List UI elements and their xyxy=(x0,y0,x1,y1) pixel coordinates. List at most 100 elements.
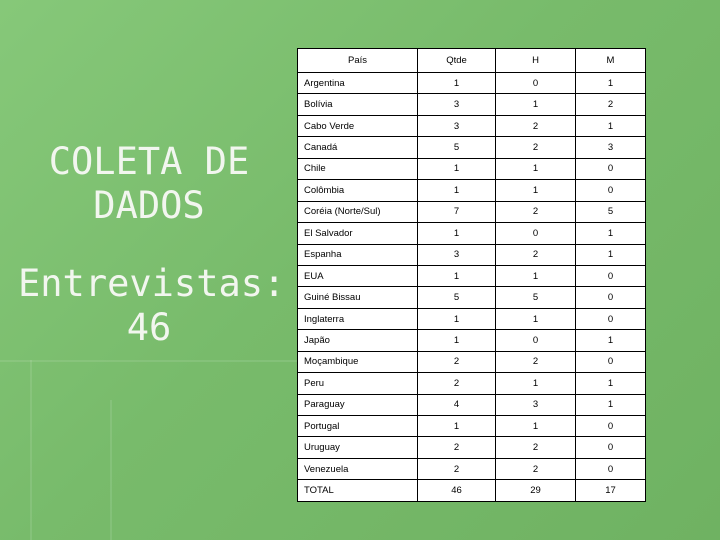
cell-qtde: 4 xyxy=(417,393,496,417)
cell-country: El Salvador xyxy=(297,222,418,245)
cell-country: Peru xyxy=(297,372,418,395)
cell-qtde: 1 xyxy=(417,307,496,331)
cell-qtde: 2 xyxy=(417,457,496,481)
column-header-m: M xyxy=(575,48,646,73)
table-row: Inglaterra 1 1 0 xyxy=(297,307,646,331)
column-header-qtde: Qtde xyxy=(417,48,496,73)
cell-country: Chile xyxy=(297,157,418,181)
column-header-h: H xyxy=(495,48,576,73)
cell-m: 0 xyxy=(575,179,646,202)
column-header-country: País xyxy=(297,48,418,73)
cell-country: Coréia (Norte/Sul) xyxy=(297,200,418,224)
cell-country: TOTAL xyxy=(297,479,418,502)
cell-qtde: 2 xyxy=(417,372,496,395)
cell-qtde: 3 xyxy=(417,114,496,138)
cell-h: 1 xyxy=(495,307,576,331)
cell-country: Espanha xyxy=(297,243,418,266)
cell-country: Inglaterra xyxy=(297,307,418,331)
cell-qtde: 2 xyxy=(417,436,496,459)
slide-subtitle: Entrevistas: 46 xyxy=(18,262,286,349)
cell-country: Japão xyxy=(297,329,418,352)
cell-qtde: 1 xyxy=(417,414,496,438)
cell-h: 1 xyxy=(495,179,576,202)
cell-h: 29 xyxy=(495,479,576,502)
table-header-row: País Qtde H M xyxy=(297,48,646,73)
decorative-stripe xyxy=(110,400,112,540)
cell-country: Canadá xyxy=(297,136,418,159)
cell-h: 1 xyxy=(495,93,576,116)
cell-h: 2 xyxy=(495,457,576,481)
cell-qtde: 3 xyxy=(417,93,496,116)
cell-m: 1 xyxy=(575,372,646,395)
cell-h: 2 xyxy=(495,350,576,374)
cell-qtde: 1 xyxy=(417,222,496,245)
cell-m: 1 xyxy=(575,114,646,138)
table-row: Portugal 1 1 0 xyxy=(297,414,646,438)
cell-country: Argentina xyxy=(297,71,418,95)
table-row: Japão 1 0 1 xyxy=(297,329,646,352)
table-row: Argentina 1 0 1 xyxy=(297,71,646,95)
cell-h: 1 xyxy=(495,414,576,438)
table-row: Coréia (Norte/Sul) 7 2 5 xyxy=(297,200,646,224)
cell-h: 0 xyxy=(495,71,576,95)
cell-qtde: 1 xyxy=(417,329,496,352)
cell-m: 0 xyxy=(575,157,646,181)
cell-m: 3 xyxy=(575,136,646,159)
cell-h: 0 xyxy=(495,329,576,352)
cell-country: EUA xyxy=(297,264,418,288)
cell-m: 1 xyxy=(575,329,646,352)
cell-qtde: 7 xyxy=(417,200,496,224)
cell-m: 1 xyxy=(575,243,646,266)
cell-qtde: 2 xyxy=(417,350,496,374)
decorative-stripe xyxy=(30,360,32,540)
cell-qtde: 5 xyxy=(417,286,496,309)
cell-m: 0 xyxy=(575,414,646,438)
table-row: Espanha 3 2 1 xyxy=(297,243,646,266)
cell-country: Paraguay xyxy=(297,393,418,417)
cell-qtde: 1 xyxy=(417,179,496,202)
cell-m: 2 xyxy=(575,93,646,116)
cell-country: Moçambique xyxy=(297,350,418,374)
cell-qtde: 3 xyxy=(417,243,496,266)
table-row: Canadá 5 2 3 xyxy=(297,136,646,159)
cell-m: 1 xyxy=(575,393,646,417)
table-row: Bolívia 3 1 2 xyxy=(297,93,646,116)
table-row: Cabo Verde 3 2 1 xyxy=(297,114,646,138)
cell-qtde: 46 xyxy=(417,479,496,502)
table-row: Venezuela 2 2 0 xyxy=(297,457,646,481)
table-row: EUA 1 1 0 xyxy=(297,264,646,288)
cell-qtde: 1 xyxy=(417,71,496,95)
cell-h: 1 xyxy=(495,264,576,288)
title-block: COLETA DE DADOS Entrevistas: 46 xyxy=(18,140,286,350)
cell-country: Cabo Verde xyxy=(297,114,418,138)
cell-country: Guiné Bissau xyxy=(297,286,418,309)
cell-m: 1 xyxy=(575,71,646,95)
cell-country: Bolívia xyxy=(297,93,418,116)
cell-country: Venezuela xyxy=(297,457,418,481)
cell-qtde: 1 xyxy=(417,157,496,181)
decorative-stripe xyxy=(0,360,300,362)
cell-h: 2 xyxy=(495,243,576,266)
table-row: Paraguay 4 3 1 xyxy=(297,393,646,417)
cell-m: 0 xyxy=(575,264,646,288)
cell-m: 0 xyxy=(575,436,646,459)
cell-country: Portugal xyxy=(297,414,418,438)
table-body: Argentina 1 0 1 Bolívia 3 1 2 Cabo Verde 3 2 1 Canad… xyxy=(297,71,646,502)
table-row: El Salvador 1 0 1 xyxy=(297,222,646,245)
cell-qtde: 1 xyxy=(417,264,496,288)
cell-m: 17 xyxy=(575,479,646,502)
cell-h: 1 xyxy=(495,157,576,181)
cell-h: 0 xyxy=(495,222,576,245)
cell-m: 0 xyxy=(575,350,646,374)
cell-m: 0 xyxy=(575,457,646,481)
table-total-row: TOTAL 46 29 17 xyxy=(297,479,646,502)
table-row: Guiné Bissau 5 5 0 xyxy=(297,286,646,309)
interviews-table: País Qtde H M Argentina 1 0 1 Bolívia 3 1 2 Cabo… xyxy=(297,48,646,502)
table-row: Chile 1 1 0 xyxy=(297,157,646,181)
table-row: Moçambique 2 2 0 xyxy=(297,350,646,374)
cell-country: Uruguay xyxy=(297,436,418,459)
cell-h: 2 xyxy=(495,200,576,224)
cell-h: 1 xyxy=(495,372,576,395)
slide-title: COLETA DE DADOS xyxy=(48,140,250,227)
cell-h: 5 xyxy=(495,286,576,309)
